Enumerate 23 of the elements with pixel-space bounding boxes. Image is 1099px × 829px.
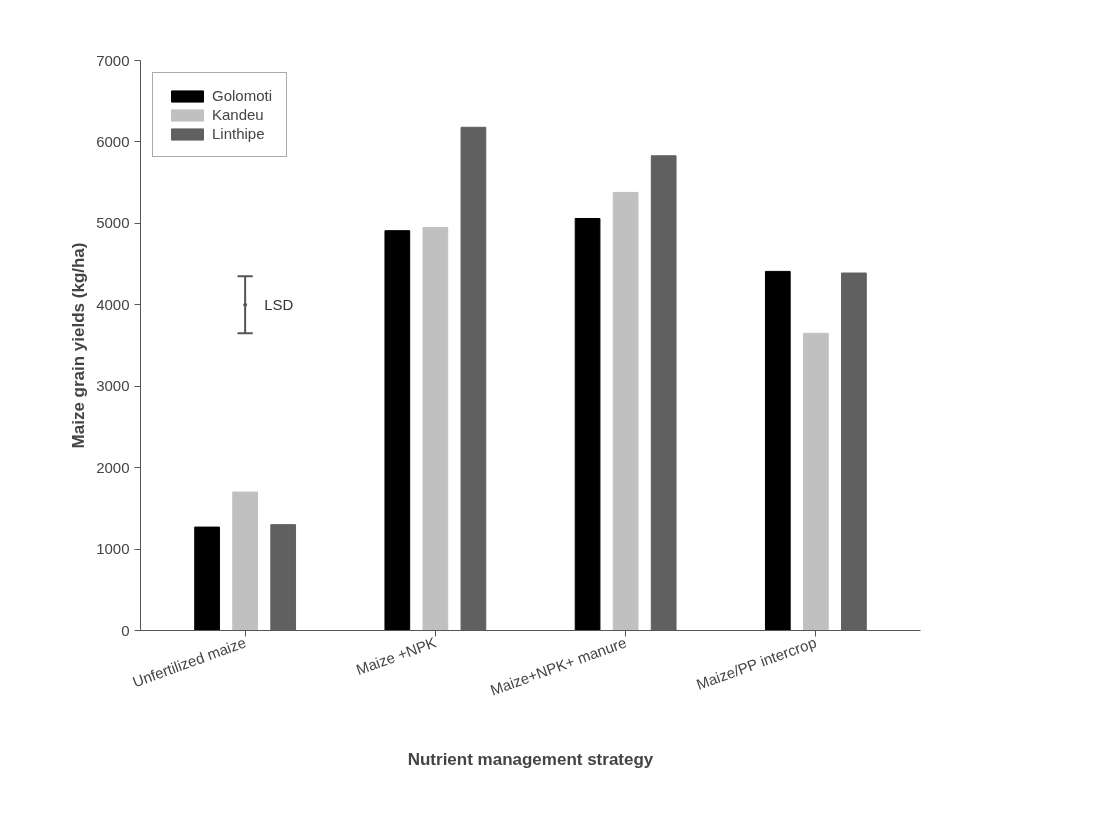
bar	[384, 230, 411, 631]
y-axis-title: Maize grain yields (kg/ha)	[69, 242, 89, 449]
bar	[612, 191, 639, 631]
legend-label: Kandeu	[212, 106, 264, 123]
bar	[574, 217, 601, 631]
bar	[764, 270, 791, 631]
y-tick-label: 7000	[96, 51, 130, 69]
bar	[803, 332, 829, 631]
y-tick-label: 2000	[96, 458, 130, 476]
legend-label: Golomoti	[212, 87, 273, 104]
y-tick-label: 1000	[96, 540, 130, 558]
x-axis-title: Nutrient management strategy	[407, 749, 654, 769]
x-tick-label: Maize +NPK	[353, 633, 439, 679]
bar	[232, 491, 258, 631]
y-tick-label: 0	[121, 621, 130, 639]
y-tick-label: 5000	[96, 214, 130, 232]
annotation: LSD	[264, 296, 294, 314]
bar	[422, 226, 449, 631]
bar	[194, 526, 220, 631]
y-tick-label: 3000	[96, 377, 130, 395]
legend-label: Linthipe	[212, 125, 265, 142]
y-tick-label: 4000	[96, 295, 130, 313]
y-tick-label: 6000	[96, 132, 130, 150]
